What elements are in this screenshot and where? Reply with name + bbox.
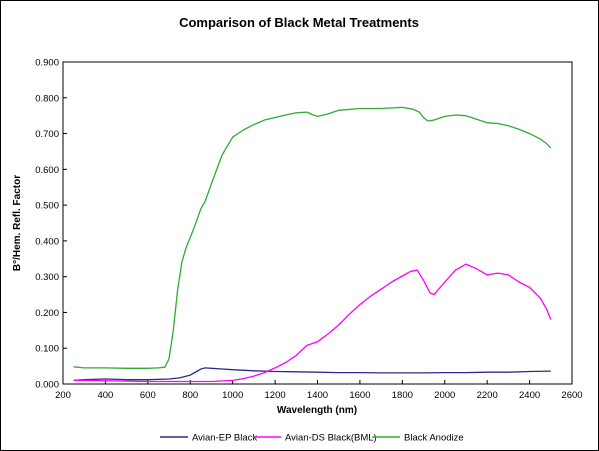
y-tick-label: 0.800 [35, 93, 59, 104]
y-tick-label: 0.200 [35, 308, 59, 319]
y-tick-label: 0.100 [35, 344, 59, 355]
x-axis: 200 400 600 800 1000 1200 1400 1600 1800 2000 2200… [55, 380, 583, 401]
y-tick-label: 0.400 [35, 236, 59, 247]
legend-label-avian-ep-black: Avian-EP Black [192, 433, 257, 444]
x-tick-label: 800 [182, 390, 198, 401]
plot-border [62, 61, 573, 385]
series-line-black-anodize [73, 106, 552, 369]
chart-title: Comparison of Black Metal Treatments [179, 15, 419, 30]
legend: Avian-EP Black Avian-DS Black(BML) Black A… [160, 433, 464, 444]
plot-area: 0.000 0.100 0.200 0.300 0.400 0.500 0.600 0.700… [35, 58, 582, 402]
y-tick-label: 0.900 [35, 58, 59, 69]
x-tick-label: 1400 [307, 390, 328, 401]
x-tick-label: 600 [140, 390, 156, 401]
legend-label-avian-ds-black-bml: Avian-DS Black(BML) [285, 433, 377, 444]
series-line-avian-ds-black-bml [73, 263, 552, 383]
series-line-avian-ep-black [73, 367, 551, 382]
y-tick-label: 0.500 [35, 201, 59, 212]
legend-label-black-anodize: Black Anodize [404, 433, 464, 444]
x-axis-label: Wavelength (nm) [277, 405, 357, 416]
y-tick-label: 0.300 [35, 272, 59, 283]
x-tick-label: 400 [97, 390, 113, 401]
x-tick-label: 1200 [265, 390, 286, 401]
x-tick-label: 200 [55, 390, 71, 401]
x-tick-label: 1800 [392, 390, 413, 401]
x-tick-label: 1600 [349, 390, 370, 401]
series-group [73, 106, 552, 383]
x-tick-label: 1000 [222, 390, 243, 401]
x-tick-label: 2600 [561, 390, 582, 401]
x-tick-label: 2000 [434, 390, 455, 401]
y-tick-label: 0.600 [35, 165, 59, 176]
y-axis-label: B°/Hem. Refl. Factor [12, 175, 23, 271]
y-axis: 0.000 0.100 0.200 0.300 0.400 0.500 0.600 0.700… [35, 58, 67, 391]
x-tick-label: 2400 [519, 390, 540, 401]
y-tick-label: 0.700 [35, 129, 59, 140]
x-tick-label: 2200 [477, 390, 498, 401]
y-tick-label: 0.000 [35, 380, 59, 391]
